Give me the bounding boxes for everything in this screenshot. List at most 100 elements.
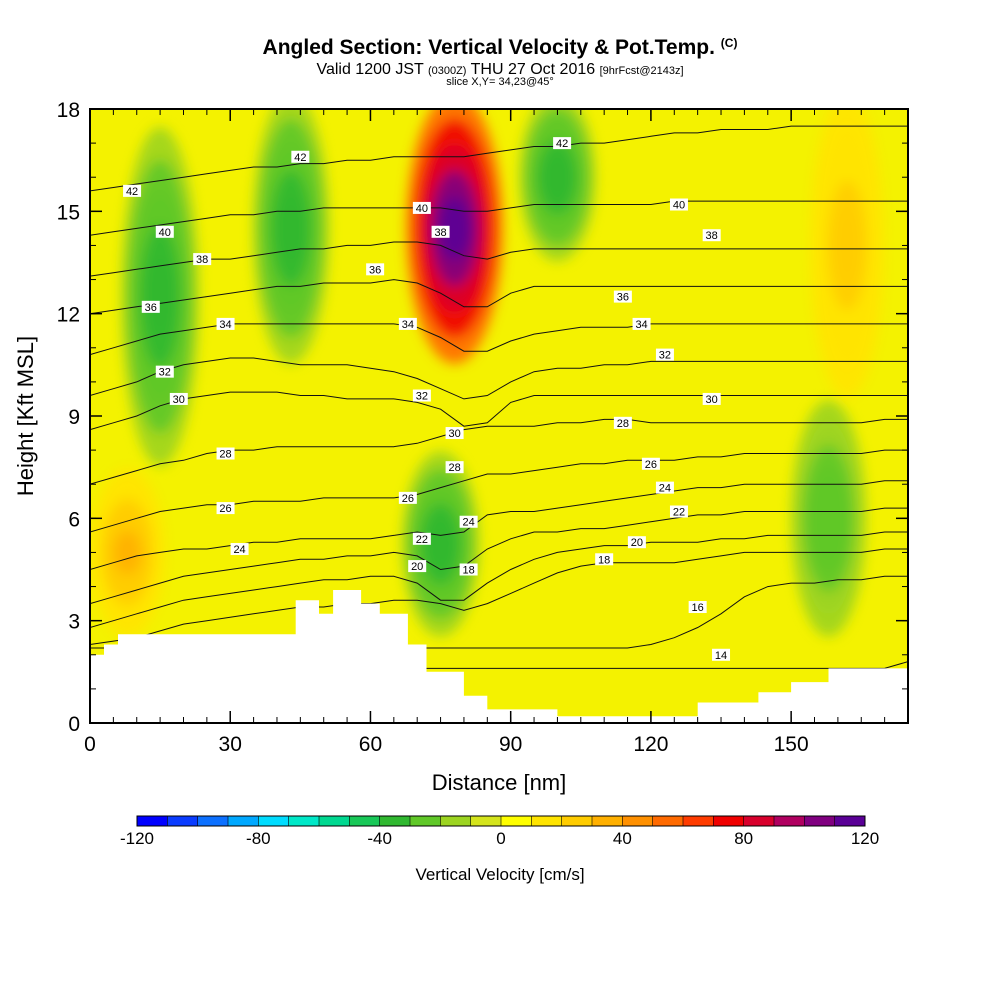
contour-label: 28	[617, 418, 629, 430]
colorbar-tick-label: -40	[367, 829, 392, 848]
y-tick-label: 9	[68, 406, 80, 429]
velocity-feature-5	[814, 489, 843, 547]
isentrope-32	[90, 357, 908, 400]
x-tick-label: 30	[219, 733, 242, 756]
contour-label: 38	[434, 227, 446, 239]
y-tick-label: 12	[57, 304, 80, 327]
contour-label: 40	[159, 227, 171, 239]
contour-label-box	[702, 392, 721, 405]
contour-label-box	[123, 184, 142, 197]
colorbar-swatch	[531, 816, 563, 826]
isentrope-36	[90, 279, 908, 315]
colorbar-swatch	[561, 816, 593, 826]
colorbar-swatch	[349, 816, 381, 826]
y-tick-label: 3	[68, 611, 80, 634]
contour-label: 36	[369, 264, 381, 276]
contour-label: 38	[706, 230, 718, 242]
field-features	[90, 109, 885, 637]
colorbar: -120 -80 -40 0 40 80 120	[120, 815, 879, 848]
x-tick-label: 60	[359, 733, 382, 756]
y-axis-label: Height [Kft MSL]	[13, 336, 38, 496]
x-tick-label: 0	[84, 733, 96, 756]
contour-label: 32	[159, 367, 171, 379]
colorbar-swatch	[470, 816, 502, 826]
contour-label: 32	[416, 391, 428, 403]
contour-label-box	[702, 229, 721, 242]
contour-label: 18	[598, 554, 610, 566]
x-axis-label: Distance [nm]	[432, 770, 567, 795]
colorbar-swatch	[258, 816, 290, 826]
contour-label-box	[641, 457, 660, 470]
contour-label: 32	[659, 350, 671, 362]
contour-labels: 42 42 42 40 40 40 38 38 38 36 36 36 34 34 34 32 32 32 30 30…	[123, 137, 731, 662]
x-tick-label: 90	[499, 733, 522, 756]
vertical-velocity-field	[90, 109, 908, 723]
colorbar-tick-label: -80	[246, 829, 271, 848]
colorbar-tick-label: 40	[613, 829, 632, 848]
x-tick-label: 120	[633, 733, 668, 756]
contour-label-box	[459, 515, 478, 528]
colorbar-tick-label: 120	[851, 829, 879, 848]
contour-label: 34	[635, 319, 647, 331]
contour-label-box	[669, 198, 688, 211]
contour-label-box	[230, 543, 249, 556]
title-units: (C)	[720, 36, 738, 50]
contour-label-box	[169, 392, 188, 405]
contour-label: 28	[448, 462, 460, 474]
contour-label-box	[408, 560, 427, 573]
isentrope-22	[90, 507, 908, 605]
contour-label-box	[655, 481, 674, 494]
contour-label: 20	[631, 537, 643, 549]
contour-label-box	[141, 300, 160, 313]
contour-label-box	[216, 317, 235, 330]
isentrope-18	[90, 548, 908, 645]
contour-label-box	[553, 137, 572, 150]
contour-label: 34	[402, 319, 414, 331]
contour-label: 30	[448, 428, 460, 440]
colorbar-label: Vertical Velocity [cm/s]	[415, 865, 584, 884]
velocity-feature-0	[438, 196, 471, 261]
contour-label: 22	[673, 507, 685, 519]
valid-date: THU 27 Oct 2016	[470, 61, 596, 78]
colorbar-swatch	[137, 816, 168, 826]
contour-label: 42	[556, 138, 568, 150]
contour-label: 14	[715, 650, 727, 662]
contour-label: 20	[411, 561, 423, 573]
y-tick-label: 15	[57, 201, 80, 224]
contour-label-box	[613, 290, 632, 303]
contour-label: 26	[645, 459, 657, 471]
contour-label-box	[155, 225, 174, 238]
contour-label-box	[291, 150, 310, 163]
colorbar-tick-label: 0	[496, 829, 505, 848]
contour-label-box	[445, 461, 464, 474]
contour-label-box	[613, 416, 632, 429]
contour-label: 18	[462, 565, 474, 577]
contour-label-box	[412, 389, 431, 402]
contour-label: 28	[219, 449, 231, 461]
y-tick-label: 6	[68, 508, 80, 531]
colorbar-swatch	[743, 816, 775, 826]
slice-info: slice X,Y= 34,23@45°	[446, 76, 554, 88]
contour-label: 24	[659, 483, 671, 495]
velocity-feature-2	[276, 196, 306, 261]
y-tick-label: 0	[68, 713, 80, 736]
contour-label-box	[412, 532, 431, 545]
contour-label: 24	[462, 517, 474, 529]
velocity-feature-3	[426, 520, 455, 568]
contour-label: 42	[294, 152, 306, 164]
chart-subtitle: Valid 1200 JST (0300Z) THU 27 Oct 2016 […	[0, 61, 1000, 79]
colorbar-swatch	[622, 816, 654, 826]
chart-title: Angled Section: Vertical Velocity & Pot.…	[0, 36, 1000, 60]
contour-label: 34	[219, 319, 231, 331]
colorbar-swatch	[197, 816, 229, 826]
velocity-feature-1	[145, 257, 175, 336]
y-tick-label: 18	[57, 99, 80, 122]
terrain	[90, 590, 908, 723]
colorbar-swatch	[774, 816, 805, 826]
chart-title-text: Angled Section: Vertical Velocity & Pot.…	[262, 36, 715, 59]
terrain-fill	[90, 590, 908, 723]
contour-label-box	[366, 263, 385, 276]
forecast-info: [9hrFcst@2143z]	[599, 65, 684, 77]
contour-label-box	[216, 502, 235, 515]
